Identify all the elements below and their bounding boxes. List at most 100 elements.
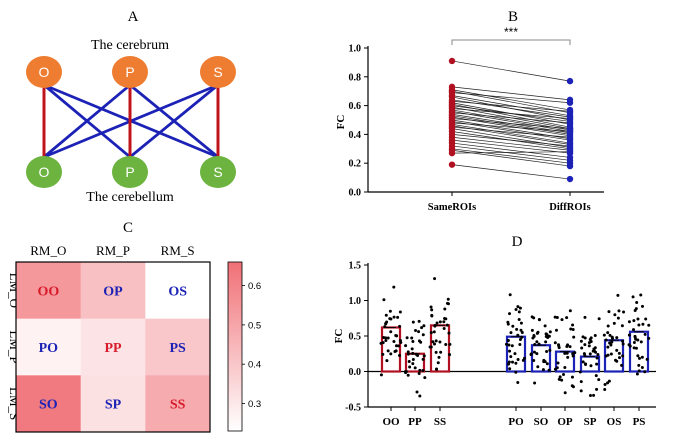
same-roi-point xyxy=(448,149,456,157)
panel-d: D -0.5 0.0 0.5 1.0 1.5 FC OO PP SS PO SO OP SP OS PS xyxy=(333,234,656,428)
data-point xyxy=(584,363,588,367)
data-point xyxy=(597,317,601,321)
heatmap-cell xyxy=(145,318,211,376)
data-point xyxy=(444,317,448,321)
data-point xyxy=(617,351,621,355)
data-point xyxy=(416,354,420,358)
data-point xyxy=(514,307,518,311)
heatmap-cell xyxy=(16,262,82,320)
data-point xyxy=(439,350,443,354)
data-point xyxy=(508,312,512,316)
data-point xyxy=(637,363,641,367)
data-point xyxy=(437,355,441,359)
diff-roi-point xyxy=(566,162,574,170)
bar-plot: -0.5 0.0 0.5 1.0 1.5 FC OO PP SS PO SO OP SP OS PS xyxy=(333,261,656,428)
heatmap-cell-label: PS xyxy=(169,341,186,356)
data-point xyxy=(535,352,539,356)
y-tick-label: 0.0 xyxy=(349,188,362,199)
pair-line xyxy=(451,148,571,164)
heatmap-cell xyxy=(145,375,211,433)
data-point xyxy=(553,315,557,319)
pair-line xyxy=(451,118,571,129)
y-tick-label: -0.5 xyxy=(345,403,361,414)
data-point xyxy=(541,368,545,372)
data-point xyxy=(568,345,572,349)
panel-a-letter: A xyxy=(128,9,139,25)
data-point xyxy=(447,331,451,335)
diff-roi-point xyxy=(566,148,574,155)
data-point xyxy=(508,293,512,297)
data-point xyxy=(609,352,613,356)
data-point xyxy=(602,333,606,337)
data-point xyxy=(639,293,643,297)
x-tick-label: PO xyxy=(508,416,524,428)
data-point xyxy=(417,330,421,334)
data-point xyxy=(394,344,398,348)
data-point xyxy=(396,315,400,319)
data-point xyxy=(504,342,508,346)
data-point xyxy=(530,328,534,332)
data-point xyxy=(394,334,398,338)
paired-plot: 0.0 0.2 0.4 0.6 0.8 1.0 SameROIs DiffROIs FC *** xyxy=(335,25,604,213)
data-point xyxy=(383,325,387,329)
pair-line xyxy=(451,90,571,114)
data-point xyxy=(606,324,610,328)
data-point xyxy=(647,336,651,340)
panel-b: B 0.0 0.2 0.4 0.6 0.8 1.0 SameROIs DiffROIs FC **… xyxy=(335,9,604,213)
diff-roi-point xyxy=(566,134,574,141)
heatmap-border xyxy=(15,261,211,433)
data-point xyxy=(553,367,557,371)
data-point xyxy=(420,326,424,330)
data-point xyxy=(381,352,385,356)
y-tick-label: 0.6 xyxy=(349,101,362,112)
data-point xyxy=(647,323,651,327)
data-point xyxy=(615,348,619,352)
data-point xyxy=(634,307,638,311)
colorbar-tick-label: 0.4 xyxy=(248,360,261,371)
pair-line xyxy=(451,126,571,138)
colorbar-tick-label: 0.5 xyxy=(248,320,261,331)
pair-line xyxy=(451,139,571,154)
data-point xyxy=(637,369,641,373)
cerebellum-node-p-label: P xyxy=(125,164,134,180)
data-point xyxy=(384,313,388,317)
data-point xyxy=(514,370,518,374)
data-point xyxy=(579,380,583,384)
data-point xyxy=(578,370,582,374)
data-point xyxy=(615,359,619,363)
y-axis-label: FC xyxy=(333,329,345,344)
data-point xyxy=(536,365,540,369)
data-point xyxy=(438,340,442,344)
data-point xyxy=(532,350,536,354)
y-tick-label: 1.0 xyxy=(349,44,362,55)
data-point xyxy=(589,364,593,368)
data-point xyxy=(436,361,440,365)
cerebrum-node-o-label: O xyxy=(39,64,50,80)
data-point xyxy=(434,339,438,343)
data-point xyxy=(595,387,599,391)
data-point xyxy=(571,354,575,358)
x-tick-label: OO xyxy=(382,416,400,428)
data-point xyxy=(411,357,415,361)
data-point xyxy=(557,377,561,381)
cerebellum-node-o-label: O xyxy=(39,164,50,180)
heatmap-cell-label: SS xyxy=(170,398,186,413)
data-point xyxy=(506,322,510,326)
data-point xyxy=(518,306,522,310)
pair-line xyxy=(451,122,571,132)
data-point xyxy=(516,333,520,337)
cerebellum-node-p xyxy=(112,156,148,188)
data-point xyxy=(406,352,410,356)
pair-line xyxy=(451,86,571,101)
data-point xyxy=(627,343,631,347)
data-point xyxy=(621,342,625,346)
data-point xyxy=(535,331,539,335)
y-axis-label: FC xyxy=(335,115,347,130)
data-point xyxy=(432,330,436,334)
data-point xyxy=(635,372,639,376)
data-point xyxy=(442,320,446,324)
data-point xyxy=(432,342,436,346)
data-point xyxy=(635,301,639,305)
data-point xyxy=(606,345,610,349)
